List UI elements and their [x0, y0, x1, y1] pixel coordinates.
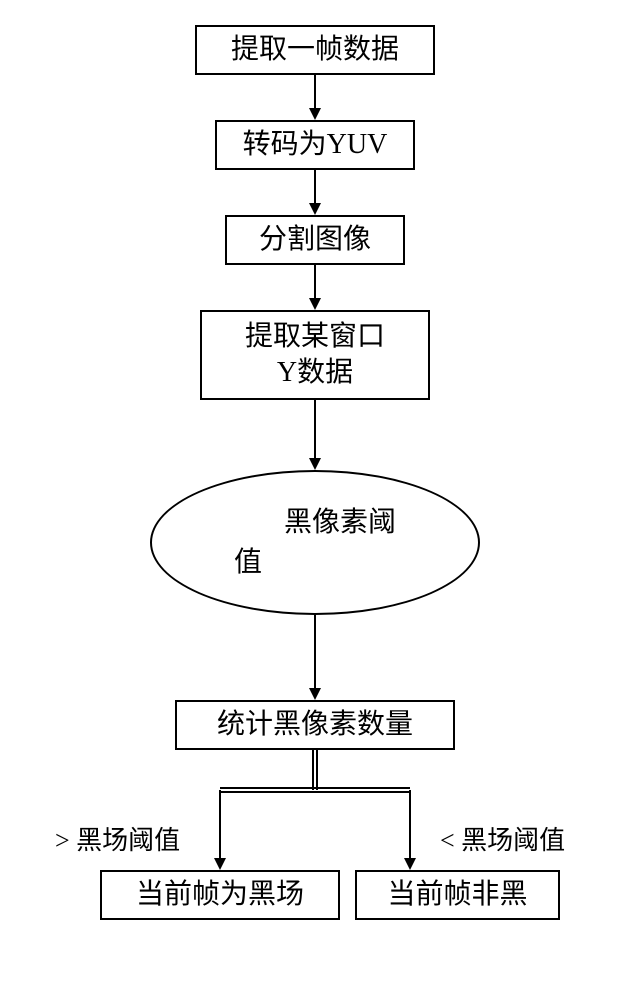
flowchart-arrow: [295, 260, 335, 325]
flowchart-label-label_right: < 黑场阈值: [440, 820, 565, 857]
flowchart-arrow: [295, 745, 335, 805]
flowchart-node-result2: 当前帧非黑: [355, 870, 560, 920]
node-text: 提取某窗口 Y数据: [245, 319, 385, 392]
flowchart-arrow: [390, 785, 430, 885]
node-text: 黑像素阈值: [204, 503, 426, 581]
node-text: 提取一帧数据: [231, 32, 399, 68]
flowchart-arrow: [295, 165, 335, 230]
flowchart-label-label_left: > 黑场阈值: [55, 820, 180, 857]
flowchart-arrow: [295, 610, 335, 715]
flowchart-arrow: [295, 395, 335, 485]
flowchart-node-step1: 提取一帧数据: [195, 25, 435, 75]
flowchart-node-step5: 黑像素阈值: [150, 470, 480, 615]
flowchart-arrow: [295, 70, 335, 135]
flowchart-arrow: [200, 785, 240, 885]
